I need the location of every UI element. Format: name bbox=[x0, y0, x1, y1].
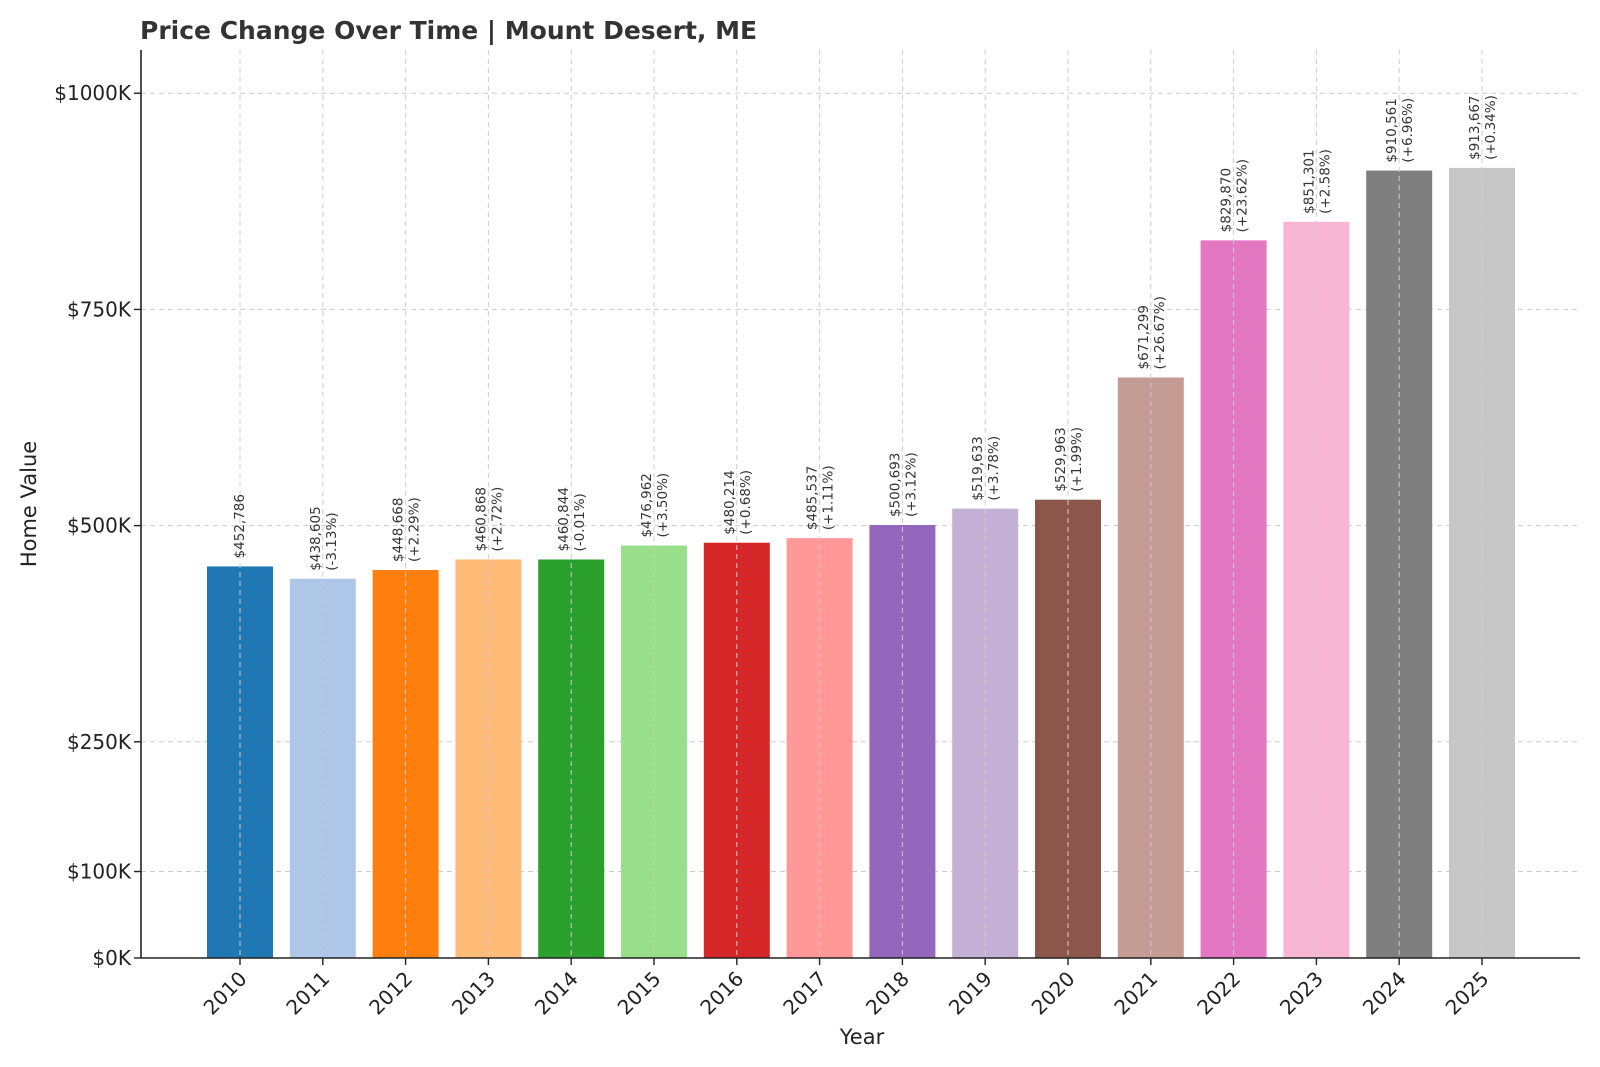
change-label: (+2.72%) bbox=[489, 487, 505, 552]
value-label: $476,962 bbox=[639, 473, 655, 537]
value-label: $910,561 bbox=[1384, 98, 1400, 162]
x-tick-label-2023: 2023 bbox=[1275, 967, 1328, 1020]
x-tick-label-2012: 2012 bbox=[364, 967, 417, 1020]
value-label: $460,868 bbox=[473, 487, 489, 551]
chart-title: Price Change Over Time | Mount Desert, M… bbox=[140, 16, 757, 45]
x-axis-label: Year bbox=[839, 1025, 885, 1049]
bar-2011 bbox=[289, 578, 356, 958]
value-label: $452,786 bbox=[232, 494, 248, 558]
bar-label-2011: $438,605 (-3.13%) bbox=[308, 506, 340, 570]
bar-label-2010: $452,786 bbox=[232, 494, 248, 558]
change-label: (+3.12%) bbox=[903, 452, 919, 517]
value-label: $519,633 bbox=[970, 436, 986, 500]
bar-label-2021: $671,299 (+26.67%) bbox=[1136, 296, 1168, 369]
change-label: (+0.34%) bbox=[1483, 95, 1499, 160]
change-label: (+1.99%) bbox=[1069, 427, 1085, 492]
value-label: $851,301 bbox=[1301, 149, 1317, 213]
axes bbox=[140, 50, 1580, 959]
value-label: $829,870 bbox=[1219, 168, 1235, 232]
bar-2016 bbox=[703, 542, 770, 958]
value-label: $460,844 bbox=[556, 487, 572, 551]
value-label: $485,537 bbox=[805, 466, 821, 530]
bar-label-2022: $829,870 (+23.62%) bbox=[1219, 159, 1251, 232]
y-axis-label: Home Value bbox=[17, 441, 41, 567]
x-tick-label-2020: 2020 bbox=[1027, 967, 1080, 1020]
bar-label-2018: $500,693 (+3.12%) bbox=[887, 452, 919, 517]
bar-label-2019: $519,633 (+3.78%) bbox=[970, 436, 1002, 501]
x-tick-label-2025: 2025 bbox=[1441, 967, 1494, 1020]
x-tick-label-2022: 2022 bbox=[1192, 967, 1245, 1020]
y-tick-label: $0K bbox=[92, 946, 131, 970]
x-tick-label-2011: 2011 bbox=[281, 967, 334, 1020]
change-label: (+26.67%) bbox=[1152, 296, 1168, 369]
bar-label-2015: $476,962 (+3.50%) bbox=[639, 473, 671, 538]
bar-2018 bbox=[869, 525, 936, 958]
value-label: $913,667 bbox=[1467, 95, 1483, 159]
change-label: (-0.01%) bbox=[572, 493, 588, 551]
change-label: (+1.11%) bbox=[821, 465, 837, 530]
x-tick-label-2013: 2013 bbox=[447, 967, 500, 1020]
value-label: $529,963 bbox=[1053, 427, 1069, 491]
x-tick-label-2021: 2021 bbox=[1109, 967, 1162, 1020]
bar-labels: $452,786 $438,605 (-3.13%) $448,668 (+2.29%)… bbox=[232, 50, 1499, 958]
x-tick-label-2014: 2014 bbox=[530, 967, 583, 1020]
x-tick-label-2017: 2017 bbox=[778, 967, 831, 1020]
change-label: (-3.13%) bbox=[324, 512, 340, 570]
y-tick-label: $750K bbox=[67, 297, 132, 321]
change-label: (+3.78%) bbox=[986, 436, 1002, 501]
bar-label-2017: $485,537 (+1.11%) bbox=[805, 465, 837, 530]
bar-label-2024: $910,561 (+6.96%) bbox=[1384, 98, 1416, 163]
value-label: $671,299 bbox=[1136, 305, 1152, 369]
x-tick-label-2024: 2024 bbox=[1358, 967, 1411, 1020]
x-tick-label-2016: 2016 bbox=[695, 967, 748, 1020]
value-label: $500,693 bbox=[887, 453, 903, 517]
grid bbox=[141, 92, 1580, 873]
x-tick-label-2015: 2015 bbox=[613, 967, 666, 1020]
change-label: (+2.58%) bbox=[1317, 149, 1333, 214]
y-tick-label: $250K bbox=[67, 730, 132, 754]
y-tick-label: $1000K bbox=[54, 81, 132, 105]
bar-label-2012: $448,668 (+2.29%) bbox=[391, 497, 423, 562]
x-tick-label-2019: 2019 bbox=[944, 967, 997, 1020]
change-label: (+3.50%) bbox=[655, 473, 671, 538]
bar-label-2013: $460,868 (+2.72%) bbox=[473, 487, 505, 552]
bar-label-2016: $480,214 (+0.68%) bbox=[722, 470, 754, 535]
value-label: $480,214 bbox=[722, 470, 738, 534]
bar-label-2014: $460,844 (-0.01%) bbox=[556, 487, 588, 551]
value-label: $438,605 bbox=[308, 506, 324, 570]
change-label: (+0.68%) bbox=[738, 470, 754, 535]
bar-label-2023: $851,301 (+2.58%) bbox=[1301, 149, 1333, 214]
change-label: (+2.29%) bbox=[407, 497, 423, 562]
value-label: $448,668 bbox=[391, 498, 407, 562]
change-label: (+6.96%) bbox=[1400, 98, 1416, 163]
change-label: (+23.62%) bbox=[1235, 159, 1251, 232]
y-tick-label: $100K bbox=[67, 860, 132, 884]
x-tick-label-2018: 2018 bbox=[861, 967, 914, 1020]
y-tick-label: $500K bbox=[67, 514, 132, 538]
bar-label-2025: $913,667 (+0.34%) bbox=[1467, 95, 1499, 160]
x-tick-label-2010: 2010 bbox=[199, 967, 252, 1020]
bar-label-2020: $529,963 (+1.99%) bbox=[1053, 427, 1085, 492]
